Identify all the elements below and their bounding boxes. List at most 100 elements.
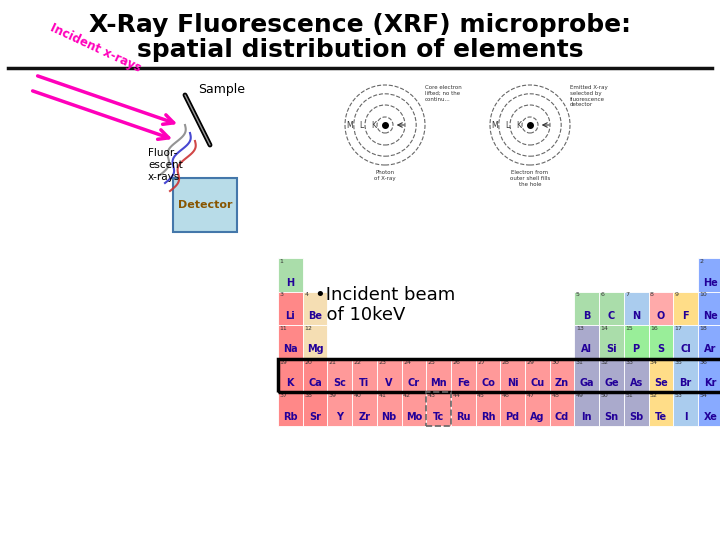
Text: 34: 34 — [650, 360, 658, 365]
Text: 7: 7 — [625, 293, 629, 298]
Text: Al: Al — [581, 345, 593, 354]
Bar — [278, 359, 720, 392]
Text: C: C — [608, 311, 615, 321]
Bar — [302, 359, 328, 392]
Text: He: He — [703, 278, 718, 287]
Text: Li: Li — [285, 311, 295, 321]
Text: Mn: Mn — [431, 378, 447, 388]
Bar — [698, 292, 720, 325]
Text: Tc: Tc — [433, 411, 444, 422]
Bar — [575, 392, 599, 426]
Bar — [599, 325, 624, 359]
Bar — [402, 359, 426, 392]
Bar — [624, 392, 649, 426]
Text: Sr: Sr — [309, 411, 321, 422]
Text: As: As — [629, 378, 643, 388]
Text: Mo: Mo — [406, 411, 422, 422]
Bar — [599, 392, 624, 426]
Text: Incident x-rays: Incident x-rays — [48, 22, 143, 75]
Text: Cl: Cl — [680, 345, 691, 354]
Text: 45: 45 — [477, 393, 485, 398]
Text: P: P — [633, 345, 639, 354]
Text: 23: 23 — [378, 360, 387, 365]
Text: 24: 24 — [403, 360, 411, 365]
Text: 21: 21 — [329, 360, 337, 365]
Bar — [649, 392, 673, 426]
Text: 3: 3 — [279, 293, 284, 298]
Bar — [426, 392, 451, 426]
Text: 42: 42 — [403, 393, 411, 398]
Bar — [549, 392, 575, 426]
Text: Te: Te — [654, 411, 667, 422]
Bar — [549, 359, 575, 392]
Bar — [426, 359, 451, 392]
Text: 54: 54 — [699, 393, 707, 398]
Bar — [673, 392, 698, 426]
Bar — [328, 359, 352, 392]
Bar — [328, 392, 352, 426]
Text: 52: 52 — [650, 393, 658, 398]
Bar — [575, 325, 599, 359]
Bar — [352, 392, 377, 426]
Bar — [451, 392, 476, 426]
Bar — [377, 359, 402, 392]
Text: Ag: Ag — [530, 411, 544, 422]
Bar — [649, 292, 673, 325]
Bar — [575, 292, 599, 325]
Bar — [278, 325, 302, 359]
Text: S: S — [657, 345, 665, 354]
Text: Se: Se — [654, 378, 667, 388]
Text: V: V — [385, 378, 393, 388]
Text: K: K — [371, 120, 376, 130]
Text: 37: 37 — [279, 393, 287, 398]
Text: Mg: Mg — [307, 345, 323, 354]
Text: 46: 46 — [502, 393, 510, 398]
Text: 48: 48 — [552, 393, 559, 398]
Bar — [698, 359, 720, 392]
Text: Electron from
outer shell fills
the hole: Electron from outer shell fills the hole — [510, 170, 550, 187]
Text: 27: 27 — [477, 360, 485, 365]
Text: 35: 35 — [675, 360, 683, 365]
Text: 40: 40 — [354, 393, 361, 398]
Text: Cd: Cd — [555, 411, 570, 422]
Text: 28: 28 — [502, 360, 510, 365]
Text: 16: 16 — [650, 326, 658, 331]
Bar — [500, 392, 525, 426]
Text: 26: 26 — [452, 360, 460, 365]
Bar — [673, 325, 698, 359]
Bar — [278, 292, 302, 325]
Text: Pd: Pd — [505, 411, 520, 422]
Text: 12: 12 — [304, 326, 312, 331]
Text: Xe: Xe — [703, 411, 717, 422]
Bar — [698, 258, 720, 292]
Text: 30: 30 — [552, 360, 559, 365]
Text: Ne: Ne — [703, 311, 718, 321]
Text: 29: 29 — [526, 360, 534, 365]
Text: Cu: Cu — [530, 378, 544, 388]
Text: K: K — [287, 378, 294, 388]
Text: Sc: Sc — [333, 378, 346, 388]
Text: Ar: Ar — [704, 345, 716, 354]
Text: Cr: Cr — [408, 378, 420, 388]
Text: Nb: Nb — [382, 411, 397, 422]
Text: Ni: Ni — [507, 378, 518, 388]
Text: 41: 41 — [378, 393, 386, 398]
Text: Y: Y — [336, 411, 343, 422]
Text: 11: 11 — [279, 326, 287, 331]
Text: Detector: Detector — [178, 200, 233, 210]
Text: Photon
of X-ray: Photon of X-ray — [374, 170, 396, 181]
Bar — [451, 359, 476, 392]
Bar — [525, 392, 549, 426]
Text: Na: Na — [283, 345, 297, 354]
Text: 49: 49 — [576, 393, 584, 398]
Text: 38: 38 — [304, 393, 312, 398]
Text: 1: 1 — [279, 259, 284, 264]
Text: Zr: Zr — [359, 411, 371, 422]
Text: 32: 32 — [600, 360, 608, 365]
Text: spatial distribution of elements: spatial distribution of elements — [137, 38, 583, 62]
Text: 33: 33 — [625, 360, 634, 365]
Text: 10: 10 — [699, 293, 707, 298]
Bar — [476, 359, 500, 392]
Text: In: In — [582, 411, 592, 422]
Text: Sn: Sn — [604, 411, 618, 422]
